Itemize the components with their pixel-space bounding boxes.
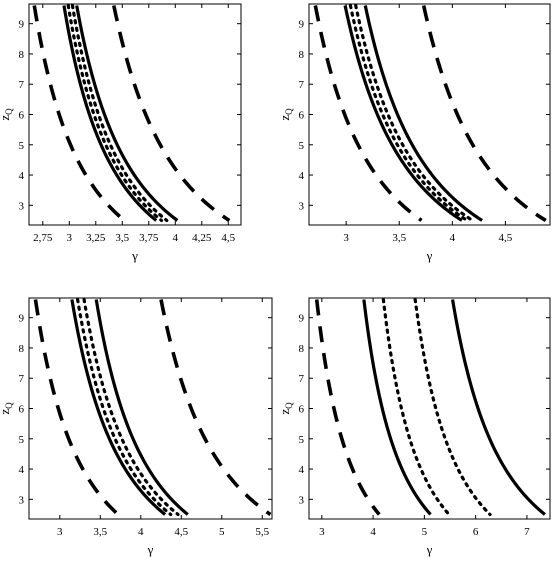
y-tick-label: 3 [299,200,305,212]
x-tick-label: 5 [422,526,428,538]
y-tick-label: 6 [299,404,305,416]
x-tick-label: 5,5 [255,526,269,538]
x-tick-label: 4,5 [499,232,513,244]
x-tick-label: 3,75 [139,232,159,244]
series-dotted-curve [66,4,164,223]
y-axis-label-main: z [277,409,292,415]
y-tick-label: 8 [19,49,25,61]
series-solid-curve [70,299,167,516]
x-tick-label: 3 [343,232,349,244]
y-tick-label: 4 [19,464,25,476]
series-solid-curve [75,5,179,222]
series-solid-curve [363,5,483,222]
y-axis-label: zQ [0,402,14,415]
series-dotted-curve [381,298,451,517]
y-tick-label: 8 [299,343,305,355]
x-tick-label: 4 [370,526,376,538]
x-tick-label: 4,25 [192,232,212,244]
series-dotted-curve [82,298,180,517]
series-solid-curve [62,5,158,222]
series-dashed-curve [159,299,272,516]
y-tick-label: 6 [19,110,25,122]
y-tick-label: 7 [299,373,305,385]
x-tick-label: 4 [173,232,179,244]
y-axis-label-main: z [0,115,12,121]
x-tick-label: 4,5 [174,526,188,538]
chart-panel-3: 3 3,5 4 4,5 5 5,5 3 4 5 6 7 8 9 γ zQ [0,297,273,557]
y-tick-label: 4 [299,170,305,182]
chart-panel-4: 3 4 5 6 7 3 4 5 6 7 8 9 γ zQ [277,297,551,557]
y-tick-label: 3 [19,200,25,212]
x-tick-label: 3,5 [93,526,107,538]
y-tick-label: 9 [299,19,305,31]
x-tick-label: 3 [319,526,325,538]
series-dotted-curve [348,4,469,223]
x-axis-label: γ [426,248,433,263]
series-dotted-curve [413,298,492,517]
y-tick-label: 8 [19,343,25,355]
series-dashed-curve [32,5,126,222]
y-axis-label: zQ [0,108,14,121]
y-axis-label-sub: Q [284,108,294,115]
series-dotted-curve [354,4,475,223]
y-axis-label: zQ [277,108,294,121]
y-tick-label: 5 [19,140,25,152]
chart-panel-1: 2,75 3 3,25 3,5 3,75 4 4,25 4,5 3 4 5 6 7 8 9 γ zQ [0,3,242,263]
series-solid-curve [343,5,463,222]
series-dashed-curve [33,299,120,516]
y-tick-label: 5 [299,434,305,446]
x-tick-label: 5 [219,526,225,538]
x-tick-label: 4 [138,526,144,538]
x-axis-label: γ [426,542,433,557]
x-tick-label: 4 [450,232,456,244]
y-tick-label: 3 [299,494,305,506]
series-solid-curve [94,299,189,516]
x-tick-label: 7 [524,526,530,538]
y-axis-label-main: z [0,409,12,415]
y-axis-label-main: z [277,115,292,121]
series-dotted-curve [70,4,169,223]
y-axis-label-sub: Q [284,402,294,409]
y-tick-label: 4 [19,170,25,182]
y-tick-label: 7 [19,373,25,385]
y-tick-label: 8 [299,49,305,61]
y-tick-label: 4 [299,464,305,476]
y-tick-label: 9 [19,19,25,31]
series-dotted-curve [75,298,173,517]
y-tick-label: 6 [299,110,305,122]
x-tick-label: 3 [57,526,63,538]
chart-panel-2: 3 3,5 4 4,5 3 4 5 6 7 8 9 γ zQ [277,3,551,263]
y-axis-label-sub: Q [4,108,14,115]
series-dashed-curve [421,5,547,222]
y-tick-label: 5 [299,140,305,152]
x-tick-label: 3,5 [392,232,406,244]
y-axis-label: zQ [277,402,294,415]
y-tick-label: 7 [19,79,25,91]
series-dashed-curve [314,299,381,516]
x-tick-label: 6 [473,526,479,538]
series-dashed-curve [112,5,231,222]
y-tick-label: 5 [19,434,25,446]
x-tick-label: 2,75 [33,232,53,244]
y-tick-label: 9 [299,313,305,325]
y-axis-label-sub: Q [4,402,14,409]
x-axis-label: γ [147,542,154,557]
x-tick-label: 3 [67,232,73,244]
x-tick-label: 3,5 [115,232,129,244]
x-tick-label: 3,25 [86,232,106,244]
series-solid-curve [362,299,432,516]
x-axis-label: γ [131,248,138,263]
y-tick-label: 6 [19,404,25,416]
series-solid-curve [450,299,546,516]
y-tick-label: 9 [19,313,25,325]
series-dashed-curve [313,5,423,222]
y-tick-label: 7 [299,79,305,91]
y-tick-label: 3 [19,494,25,506]
x-tick-label: 4,5 [221,232,235,244]
